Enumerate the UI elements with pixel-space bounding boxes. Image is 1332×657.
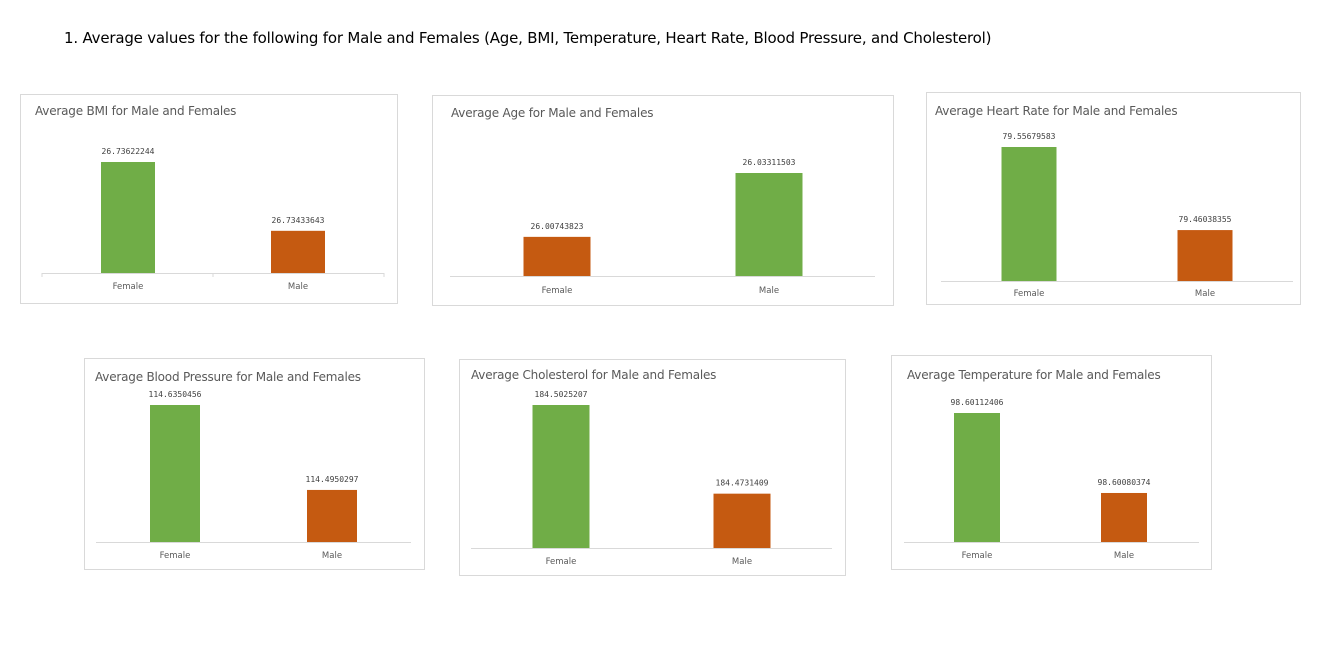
chart-title: Average Heart Rate for Male and Females [935,104,1178,118]
category-label: Male [288,282,308,292]
bar-male [713,493,771,548]
data-label: 79.55679583 [1003,132,1056,141]
cholesterol-chart: Average Cholesterol for Male and Females… [459,359,846,576]
data-label: 184.4731409 [716,479,769,488]
bar-male [1101,492,1147,542]
bar-male [271,230,325,273]
data-label: 98.60080374 [1098,478,1151,487]
data-label: 26.73622244 [102,147,155,156]
age-chart-plot: 26.00743823 Female 26.03311503 Male [450,158,875,296]
category-label: Female [160,551,191,561]
chart-title: Average Blood Pressure for Male and Fema… [95,370,361,384]
bar-female [532,405,590,548]
chart-title: Average BMI for Male and Females [35,104,237,118]
category-label: Female [1014,289,1045,299]
category-label: Male [1114,551,1134,561]
bar-female [101,162,155,273]
category-label: Male [1195,289,1215,299]
data-label: 114.6350456 [149,390,202,399]
category-label: Male [322,551,342,561]
cholesterol-chart-plot: 184.5025207 Female 184.4731409 Male [471,390,832,567]
chart-title: Average Temperature for Male and Females [907,368,1161,382]
bar-female [150,405,200,542]
bar-female [1001,147,1057,281]
data-label: 114.4950297 [306,475,359,484]
temperature-chart-plot: 98.60112406 Female 98.60080374 Male [904,398,1199,561]
heart-rate-chart: Average Heart Rate for Male and Females … [926,92,1301,305]
bar-female [954,413,1000,542]
data-label: 26.03311503 [743,158,796,167]
bar-female [523,236,591,276]
page-heading: 1. Average values for the following for … [64,29,992,47]
category-label: Female [542,286,573,296]
chart-title: Average Cholesterol for Male and Females [471,368,717,382]
category-label: Female [113,282,144,292]
chart-title: Average Age for Male and Females [451,106,654,120]
blood-pressure-chart: Average Blood Pressure for Male and Fema… [84,358,425,570]
blood-pressure-chart-plot: 114.6350456 Female 114.4950297 Male [96,390,411,561]
data-label: 79.46038355 [1179,215,1232,224]
category-label: Male [759,286,779,296]
age-chart: Average Age for Male and Females 26.0074… [432,95,894,306]
bmi-chart-plot: 26.73622244 Female 26.73433643 Male [41,147,385,292]
category-label: Female [962,551,993,561]
data-label: 98.60112406 [951,398,1004,407]
data-label: 26.00743823 [531,222,584,231]
temperature-chart: Average Temperature for Male and Females… [891,355,1212,570]
category-label: Male [732,557,752,567]
bar-male [735,173,803,276]
heart-rate-chart-plot: 79.55679583 Female 79.46038355 Male [941,132,1293,299]
bar-male [307,489,357,542]
bmi-chart: Average BMI for Male and Females 26.7362… [20,94,398,304]
bar-male [1177,230,1233,281]
category-label: Female [546,557,577,567]
data-label: 184.5025207 [535,390,588,399]
data-label: 26.73433643 [272,216,325,225]
